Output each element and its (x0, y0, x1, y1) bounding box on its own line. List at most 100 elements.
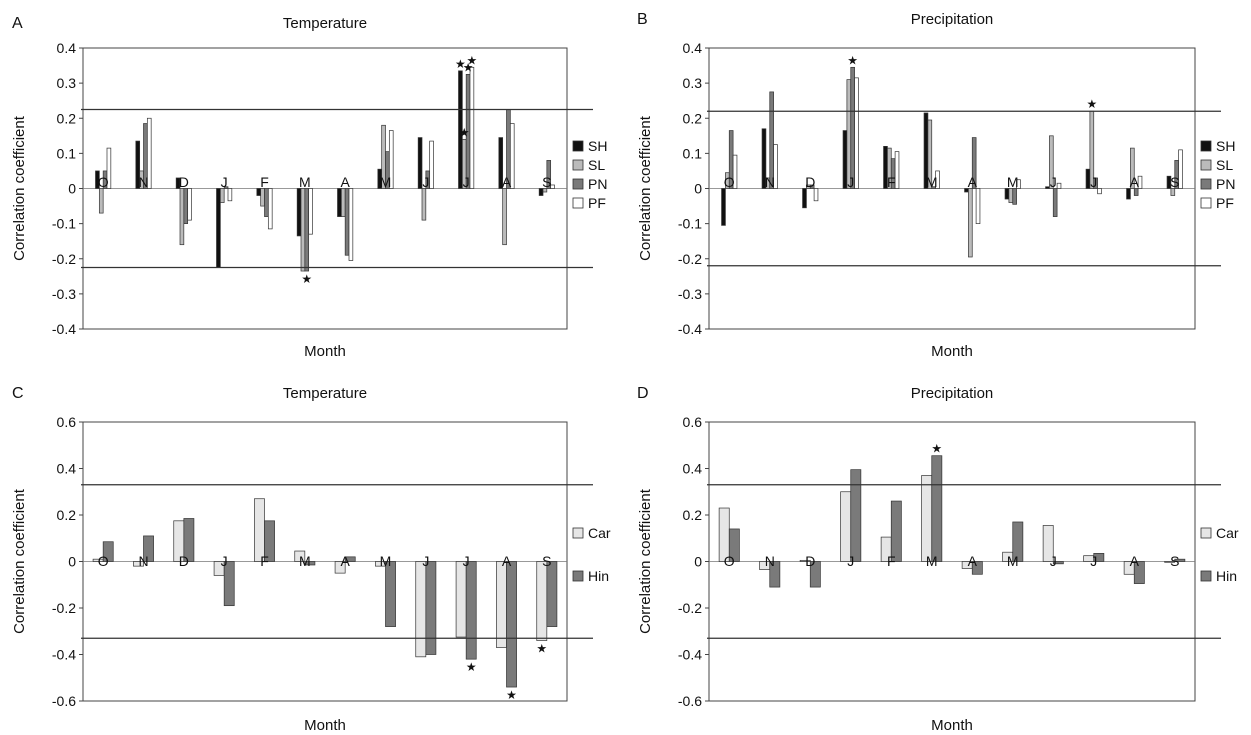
panel-letter: A (12, 15, 23, 32)
bar-sh (216, 188, 221, 268)
bar-sh (802, 188, 807, 209)
panel-c: C Temperature -0.6 -0.4 -0.2 0 0.2 0.4 0.6 O N D J F M… (11, 385, 611, 734)
bar-pf (1016, 179, 1021, 189)
x-tick-label: A (1130, 174, 1140, 190)
x-tick-label: N (765, 553, 775, 569)
y-tick-label: 0 (68, 181, 76, 197)
bar-sh (721, 188, 726, 226)
y-tick-label: -0.3 (52, 286, 76, 302)
bar-car (455, 561, 467, 638)
y-axis-label: Correlation coefficient (637, 488, 654, 634)
bar-sl (421, 188, 427, 221)
y-tick-label: -0.2 (678, 251, 702, 267)
y-tick-label: -0.4 (678, 647, 702, 663)
bar-pn (1012, 188, 1017, 205)
x-tick-label: O (98, 174, 109, 190)
bar-pf (894, 151, 900, 189)
legend-swatch (1200, 178, 1212, 190)
x-tick-label: J (1050, 553, 1057, 569)
y-tick-label: 0 (694, 181, 702, 197)
bar-sh (135, 140, 141, 189)
bar-hin (728, 528, 740, 562)
x-axis-label: Month (304, 343, 346, 360)
x-tick-label: A (968, 174, 978, 190)
legend-swatch (572, 570, 584, 582)
bar-sl (1170, 188, 1176, 196)
bar-pn (264, 188, 269, 217)
x-tick-label: S (542, 553, 551, 569)
bar-hin (425, 561, 437, 655)
legend-label: PF (1216, 195, 1234, 211)
significance-star: ★ (301, 272, 312, 286)
x-tick-label: J (463, 174, 470, 190)
x-tick-label: M (380, 174, 392, 190)
x-tick-label: J (1090, 174, 1097, 190)
x-tick-label: D (179, 553, 189, 569)
legend-label: SL (1216, 157, 1233, 173)
bar-hin (971, 561, 983, 575)
panel-b: B Precipitation -0.4 -0.3 -0.2 -0.1 0 0.1 0.2 0.3… (637, 11, 1235, 360)
bar-hin (264, 520, 275, 562)
x-tick-label: A (340, 553, 350, 569)
x-tick-label: J (847, 553, 854, 569)
y-tick-label: -0.3 (678, 286, 702, 302)
y-tick-label: -0.6 (52, 693, 76, 709)
bar-pf (813, 188, 819, 202)
bar-sl (542, 188, 548, 193)
bar-pf (732, 154, 738, 189)
legend-label: PN (1216, 176, 1235, 192)
y-tick-label: 0.3 (57, 75, 77, 91)
bar-sh (458, 70, 463, 189)
bar-pn (809, 184, 815, 189)
y-tick-label: 0.1 (683, 145, 703, 161)
bar-hin (1052, 561, 1064, 565)
bar-pf (106, 147, 112, 189)
panel-letter: C (12, 385, 24, 402)
legend-label: Car (588, 525, 611, 541)
bar-hin (850, 469, 862, 562)
bar-hin (506, 561, 517, 688)
bar-car (1042, 525, 1054, 562)
y-axis-label: Correlation coefficient (11, 488, 28, 634)
bar-sh (761, 128, 767, 189)
y-tick-label: 0.2 (57, 110, 77, 126)
significance-star: ★ (467, 53, 478, 67)
legend-swatch (572, 527, 584, 539)
y-axis-label: Correlation coefficient (637, 115, 654, 261)
x-tick-label: A (502, 553, 512, 569)
bar-hin (183, 518, 195, 562)
bar-hin (344, 556, 356, 562)
x-tick-label: F (260, 174, 269, 190)
bar-sl (98, 188, 104, 214)
bar-pf (1097, 188, 1102, 195)
x-tick-label: M (380, 553, 392, 569)
bar-pf (975, 188, 981, 224)
bar-pn (971, 137, 977, 189)
bar-sh (296, 188, 302, 237)
bar-car (840, 491, 852, 562)
bar-sl (300, 188, 306, 272)
bar-sh (175, 177, 181, 189)
bar-pn (1133, 188, 1139, 196)
bar-pf (854, 77, 859, 189)
bar-sl (260, 188, 265, 207)
x-tick-label: M (299, 553, 311, 569)
bar-pn (1052, 188, 1058, 217)
bar-hin (223, 561, 235, 607)
bar-sl (968, 188, 973, 258)
y-tick-label: -0.2 (52, 251, 76, 267)
bar-sl (1008, 188, 1014, 203)
bar-sh (1004, 188, 1010, 200)
bar-hin (385, 561, 396, 627)
x-tick-label: D (805, 553, 815, 569)
y-tick-label: 0.3 (683, 75, 703, 91)
x-tick-label: O (724, 553, 735, 569)
chart-title: Temperature (283, 385, 367, 402)
bar-sh (1166, 175, 1172, 189)
y-tick-label: -0.4 (52, 321, 76, 337)
bar-hin (1093, 553, 1105, 562)
bar-hin (1012, 521, 1024, 562)
panel-d: D Precipitation -0.6 -0.4 -0.2 0 0.2 0.4 0.6 O N D J… (637, 385, 1239, 734)
y-tick-label: -0.6 (678, 693, 702, 709)
